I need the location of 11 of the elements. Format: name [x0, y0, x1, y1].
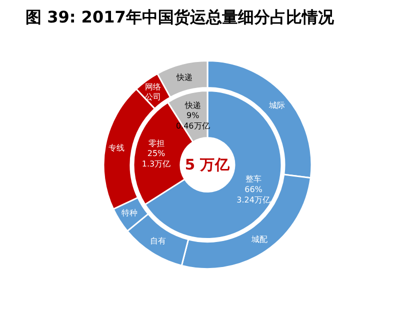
- slice-label: 快递: [175, 73, 192, 82]
- text: 5 万亿: [184, 156, 232, 174]
- data-label: 零担 25% 1.3万亿: [142, 138, 171, 169]
- slice-label: 网络公司: [145, 82, 162, 102]
- slice-label: 城际: [268, 100, 285, 110]
- data-label: 整车 66% 3.24万亿: [236, 174, 270, 204]
- slice-label: 自有: [150, 236, 166, 246]
- slice-label: 特种: [121, 208, 138, 218]
- chart-title: 图 39: 2017年中国货运总量细分占比情况: [26, 8, 335, 26]
- slice-label: 城配: [250, 234, 268, 244]
- slice-label: 专线: [108, 143, 125, 152]
